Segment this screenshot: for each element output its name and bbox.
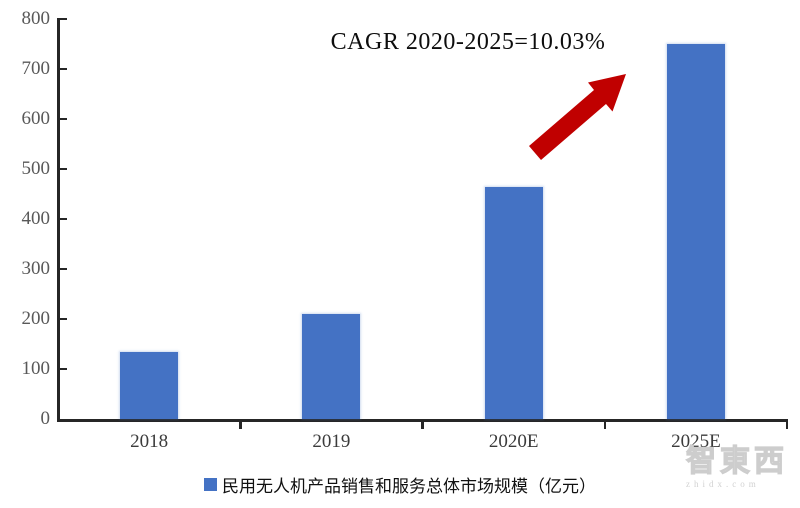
y-axis-label: 300 — [21, 258, 51, 279]
y-axis-label: 400 — [21, 208, 51, 229]
x-axis-tick — [603, 422, 606, 429]
bar-2019 — [302, 314, 361, 419]
x-axis-tick — [785, 422, 789, 429]
legend: 民用无人机产品销售和服务总体市场规模（亿元） — [0, 472, 800, 497]
bar-2025E — [666, 44, 725, 419]
y-axis-label: 500 — [21, 158, 51, 179]
x-axis-label: 2020E — [488, 431, 539, 452]
y-axis-label: 600 — [21, 108, 51, 129]
y-axis-label: 700 — [21, 58, 51, 79]
y-axis-tick — [58, 317, 67, 321]
legend-square-icon — [204, 478, 217, 491]
y-axis-label: 200 — [21, 308, 51, 329]
y-axis-tick — [58, 117, 67, 121]
y-axis-label: 100 — [21, 358, 51, 379]
x-axis-line — [57, 419, 788, 422]
bar-2018 — [120, 352, 179, 419]
x-axis-label: 2025E — [671, 431, 721, 452]
x-axis-tick — [239, 422, 242, 429]
y-axis-tick — [58, 67, 67, 71]
x-axis-label: 2019 — [312, 431, 351, 452]
y-axis-tick — [58, 17, 67, 21]
y-axis-label: 0 — [40, 408, 51, 429]
y-axis-tick — [58, 167, 67, 171]
y-axis-tick — [58, 367, 67, 371]
legend-label: 民用无人机产品销售和服务总体市场规模（亿元） — [222, 477, 596, 496]
bar-2020E — [484, 186, 543, 419]
y-axis-tick — [58, 217, 67, 221]
y-axis-tick — [58, 267, 67, 271]
cagr-annotation: CAGR 2020-2025=10.03% — [330, 29, 606, 55]
y-axis-label: 800 — [21, 8, 51, 29]
x-axis-tick — [421, 422, 424, 429]
x-axis-label: 2018 — [130, 431, 169, 452]
